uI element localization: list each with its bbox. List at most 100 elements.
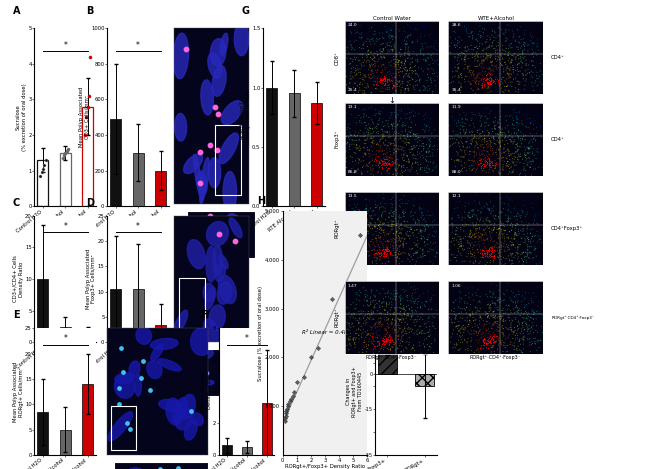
Point xyxy=(519,325,530,333)
Point xyxy=(412,316,423,324)
Point xyxy=(375,221,385,228)
Point xyxy=(520,213,530,220)
Point xyxy=(483,148,493,156)
Point xyxy=(380,333,390,340)
Point xyxy=(366,48,376,56)
Point xyxy=(389,128,400,136)
Point xyxy=(384,340,395,347)
Point xyxy=(349,131,359,139)
Point xyxy=(399,60,410,68)
Point xyxy=(387,70,398,77)
Point xyxy=(411,155,422,163)
Point xyxy=(359,72,370,80)
Point xyxy=(355,315,365,323)
Point xyxy=(377,340,387,348)
Point xyxy=(363,120,374,128)
Point xyxy=(510,299,521,307)
Point xyxy=(396,164,407,172)
Point xyxy=(371,141,382,148)
Point xyxy=(479,320,489,328)
Point xyxy=(458,234,469,242)
Point xyxy=(457,305,467,312)
Point xyxy=(472,242,482,250)
Point xyxy=(390,334,400,341)
Point xyxy=(460,199,471,206)
Point xyxy=(452,323,463,330)
Point xyxy=(511,53,521,61)
Point xyxy=(350,150,361,157)
Point xyxy=(490,163,501,170)
Point xyxy=(377,126,387,134)
Point xyxy=(387,22,398,30)
Point xyxy=(377,260,387,267)
Point xyxy=(528,316,539,323)
Point xyxy=(502,234,512,241)
Point xyxy=(376,300,387,307)
Point xyxy=(363,66,374,74)
Point xyxy=(493,64,504,71)
Point xyxy=(482,84,493,92)
Point xyxy=(356,45,367,52)
Point xyxy=(388,56,398,63)
Point xyxy=(379,226,389,234)
Point xyxy=(492,46,502,54)
Point xyxy=(399,135,410,142)
Point xyxy=(462,30,473,37)
Point xyxy=(379,77,389,85)
Point xyxy=(382,153,393,161)
Point xyxy=(405,48,415,56)
Point xyxy=(373,161,384,169)
Point xyxy=(358,253,368,261)
Point xyxy=(380,151,391,158)
Point xyxy=(389,339,399,347)
Point xyxy=(348,84,359,91)
Point xyxy=(519,39,530,46)
Point xyxy=(374,338,385,346)
Bar xyxy=(262,403,272,455)
Point xyxy=(448,308,459,315)
Point xyxy=(377,209,387,217)
Point xyxy=(509,339,519,347)
Point xyxy=(510,49,520,57)
Point xyxy=(532,36,543,44)
Point xyxy=(447,223,458,231)
Point xyxy=(468,87,478,94)
Point xyxy=(378,88,388,96)
Point xyxy=(488,308,499,316)
Point xyxy=(491,130,501,138)
Point xyxy=(376,321,386,328)
Point xyxy=(512,220,523,227)
Point xyxy=(370,30,380,38)
Point xyxy=(362,216,372,224)
Point xyxy=(387,121,397,128)
Point xyxy=(456,314,466,321)
Point xyxy=(404,156,414,164)
Point xyxy=(470,303,480,311)
Point xyxy=(454,326,464,334)
Point xyxy=(476,208,486,216)
Point xyxy=(514,226,524,233)
Point xyxy=(517,218,527,226)
Point xyxy=(516,63,526,71)
Point xyxy=(489,136,499,143)
Point xyxy=(468,161,478,169)
Point xyxy=(406,145,417,153)
Point xyxy=(382,78,393,86)
Point xyxy=(283,400,294,408)
Point xyxy=(505,325,515,333)
Point xyxy=(467,166,478,173)
Point xyxy=(398,123,408,130)
Point xyxy=(508,159,518,166)
Point xyxy=(470,189,480,197)
Point xyxy=(411,133,421,140)
Point xyxy=(392,56,402,63)
Point xyxy=(392,160,402,168)
Point xyxy=(361,294,371,301)
Point xyxy=(406,119,417,126)
Point xyxy=(473,70,483,78)
Point xyxy=(359,226,370,234)
Point xyxy=(391,231,401,239)
Point xyxy=(345,333,356,340)
Point xyxy=(478,136,488,143)
Point xyxy=(399,157,410,164)
